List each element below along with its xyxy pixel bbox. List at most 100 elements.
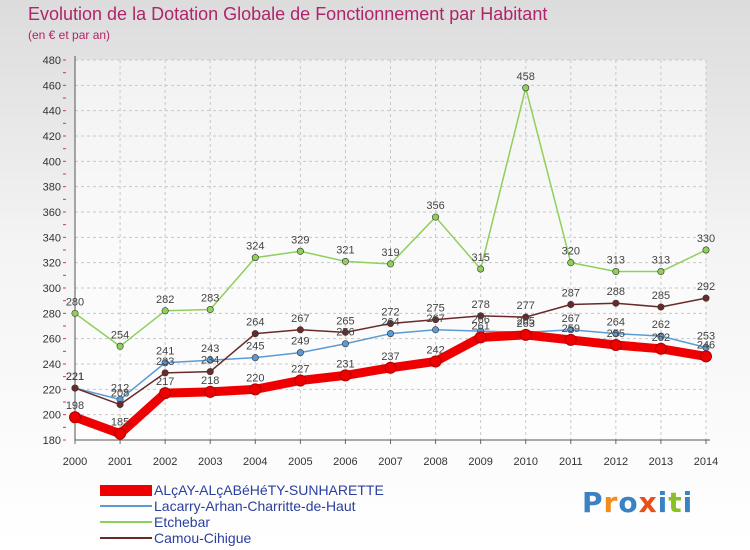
data-label: 234 xyxy=(201,355,219,367)
legend-item-lacarry: Lacarry-Arhan-Charritte-de-Haut xyxy=(100,498,384,514)
data-point xyxy=(432,326,440,334)
x-tick-label: 2013 xyxy=(649,456,673,468)
x-tick-label: 2004 xyxy=(243,456,267,468)
data-label: 267 xyxy=(426,313,444,325)
legend-label-lacarry: Lacarry-Arhan-Charritte-de-Haut xyxy=(154,498,356,514)
data-point xyxy=(296,349,304,357)
chart-title: Evolution de la Dotation Globale de Fonc… xyxy=(28,4,548,24)
data-point xyxy=(657,268,665,276)
data-point xyxy=(386,319,394,327)
y-tick-label: 220 xyxy=(43,384,61,396)
data-point xyxy=(612,268,620,276)
data-point xyxy=(251,330,259,338)
data-point xyxy=(612,330,620,338)
data-label: 233 xyxy=(156,356,174,368)
data-label: 320 xyxy=(562,246,580,258)
data-point xyxy=(477,265,485,273)
data-label: 245 xyxy=(246,341,264,353)
chart-legend: ALçAY-ALçABéHéTY-SUNHARETTE Lacarry-Arha… xyxy=(100,482,384,546)
data-point xyxy=(341,257,349,265)
data-point xyxy=(71,384,79,392)
proxiti-logo: Proxiti xyxy=(582,486,693,519)
data-point xyxy=(206,356,214,364)
data-label: 267 xyxy=(291,313,309,325)
data-label: 265 xyxy=(517,315,535,327)
x-tick-label: 2003 xyxy=(198,456,222,468)
logo-letter: x xyxy=(638,486,658,519)
logo-letter: i xyxy=(657,486,669,519)
logo-letter: P xyxy=(582,486,604,519)
data-point xyxy=(609,339,622,351)
x-tick-label: 2011 xyxy=(559,456,583,468)
x-tick-label: 2006 xyxy=(333,456,357,468)
y-tick-label: 200 xyxy=(43,410,61,422)
data-point xyxy=(341,328,349,336)
data-label: 208 xyxy=(111,388,129,400)
data-point xyxy=(296,326,304,334)
data-point xyxy=(474,331,487,344)
data-point xyxy=(429,355,442,368)
data-point xyxy=(206,306,214,314)
x-tick-label: 2010 xyxy=(513,456,537,468)
x-tick-label: 2007 xyxy=(378,456,402,468)
data-label: 315 xyxy=(471,252,489,264)
x-tick-label: 2009 xyxy=(468,456,492,468)
data-label: 280 xyxy=(66,296,84,308)
data-label: 277 xyxy=(517,300,535,312)
data-label: 249 xyxy=(291,336,309,348)
data-label: 243 xyxy=(201,343,219,355)
legend-label-alcay: ALçAY-ALçABéHéTY-SUNHARETTE xyxy=(154,482,384,498)
data-label: 252 xyxy=(652,332,670,344)
legend-item-camou: Camou-Cihigue xyxy=(100,530,384,546)
data-label: 241 xyxy=(156,346,174,358)
y-tick-label: 320 xyxy=(43,258,61,270)
data-point xyxy=(339,369,352,382)
data-point xyxy=(519,328,532,341)
data-label: 261 xyxy=(471,320,489,332)
legend-label-camou: Camou-Cihigue xyxy=(154,530,252,546)
data-label: 278 xyxy=(471,299,489,311)
legend-swatch-lacarry xyxy=(100,505,152,507)
x-tick-label: 2001 xyxy=(108,456,132,468)
data-label: 321 xyxy=(336,244,354,256)
data-point xyxy=(204,385,217,398)
data-label: 313 xyxy=(652,255,670,267)
data-point xyxy=(432,316,440,324)
data-label: 324 xyxy=(246,241,264,253)
data-point xyxy=(296,247,304,255)
data-label: 458 xyxy=(517,71,535,83)
data-point xyxy=(384,361,397,374)
x-tick-label: 2012 xyxy=(604,456,628,468)
data-point xyxy=(612,299,620,307)
data-label: 256 xyxy=(336,327,354,339)
y-tick-label: 440 xyxy=(43,106,61,118)
x-tick-label: 2005 xyxy=(288,456,312,468)
data-point xyxy=(71,309,79,317)
y-tick-label: 280 xyxy=(43,308,61,320)
x-tick-label: 2014 xyxy=(694,456,718,468)
logo-letter: r xyxy=(603,486,619,519)
legend-item-etchebar: Etchebar xyxy=(100,514,384,530)
data-label: 198 xyxy=(66,400,84,412)
y-tick-label: 260 xyxy=(43,334,61,346)
data-label: 265 xyxy=(336,315,354,327)
data-point xyxy=(69,411,81,424)
data-label: 266 xyxy=(471,314,489,326)
data-label: 264 xyxy=(246,317,264,329)
y-tick-label: 480 xyxy=(43,55,61,67)
y-tick-label: 380 xyxy=(43,182,61,194)
data-label: 212 xyxy=(111,382,129,394)
data-point xyxy=(654,342,667,355)
x-tick-label: 2008 xyxy=(423,456,447,468)
data-label: 246 xyxy=(697,339,715,351)
legend-swatch-etchebar xyxy=(100,521,152,523)
data-point xyxy=(294,374,307,387)
y-tick-label: 180 xyxy=(43,435,61,447)
data-label: 267 xyxy=(562,313,580,325)
data-point xyxy=(251,354,259,362)
data-label: 242 xyxy=(426,344,444,356)
data-label: 231 xyxy=(336,358,354,370)
data-label: 264 xyxy=(607,317,625,329)
data-point xyxy=(386,260,394,268)
data-point xyxy=(522,84,530,92)
